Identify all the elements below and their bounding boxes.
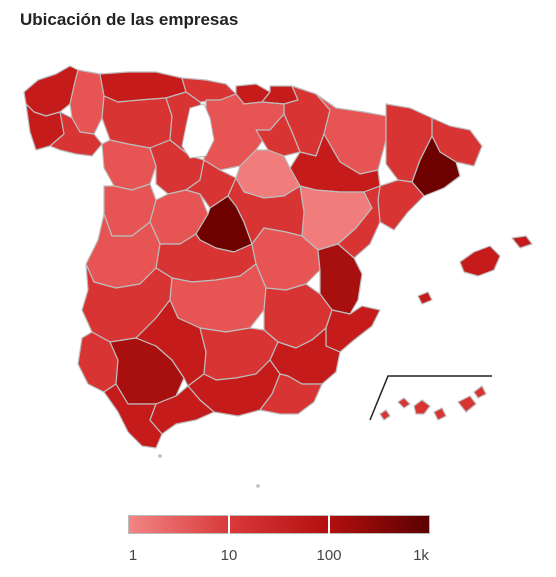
legend-label-1k: 1k <box>413 547 429 564</box>
legend-label-1: 1 <box>128 547 138 564</box>
melilla-marker <box>256 484 260 488</box>
legend-label-100: 100 <box>316 547 342 564</box>
province-ourense[interactable]: Ourense <box>49 111 103 157</box>
legend-gradient-bar <box>128 515 430 534</box>
province-almeria[interactable]: Almería <box>259 373 323 415</box>
province-zamora[interactable]: Zamora <box>101 139 157 191</box>
legend-label-10: 10 <box>220 547 238 564</box>
legend-tick-mark <box>328 515 330 534</box>
province-cadiz[interactable]: Cádiz <box>103 383 163 449</box>
map-title: Ubicación de las empresas <box>20 10 239 29</box>
province-las-palmas[interactable]: Las Palmas <box>433 385 487 421</box>
province-lleida[interactable]: Lleida <box>385 103 433 183</box>
province-malaga[interactable]: Málaga <box>149 385 215 435</box>
province-santa-cruz-de-tenerife[interactable]: Santa Cruz de Tenerife <box>379 397 431 421</box>
legend-tick-mark <box>228 515 230 534</box>
unassigned-area <box>181 103 215 159</box>
province-tarragona[interactable]: Tarragona <box>377 179 425 231</box>
province-a-coruna[interactable]: A Coruña <box>23 65 79 117</box>
province-valencia[interactable]: Valencia <box>317 243 363 315</box>
province-castellon[interactable]: Castellón <box>337 185 381 259</box>
province-alicante[interactable]: Alicante <box>325 305 381 353</box>
province-illes-balears[interactable]: Illes Balears <box>417 235 533 305</box>
ceuta-marker <box>158 454 162 458</box>
canary-inset-frame <box>369 375 492 421</box>
